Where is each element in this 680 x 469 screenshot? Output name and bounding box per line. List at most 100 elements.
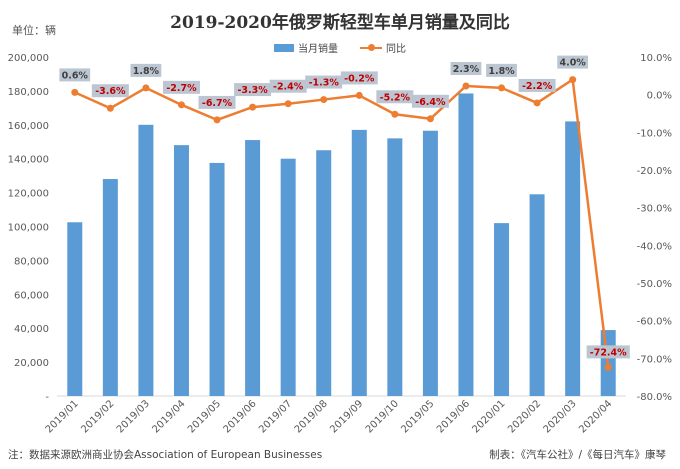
data-label: -2.4% <box>273 82 304 93</box>
yoy-point <box>569 76 577 84</box>
x-tick-label: 2019/09 <box>328 398 365 435</box>
data-label-box <box>340 71 378 85</box>
data-label-box <box>59 68 91 82</box>
unit-label: 单位：辆 <box>12 24 56 37</box>
y-right-tick-label: -30.0% <box>637 204 672 215</box>
y-left-tick-label: 160,000 <box>8 121 49 132</box>
yoy-point <box>391 110 399 118</box>
bar <box>494 223 510 396</box>
data-label-box <box>198 95 236 109</box>
yoy-point <box>177 101 185 109</box>
data-label-box <box>557 55 589 69</box>
data-label: 0.6% <box>62 70 89 81</box>
legend-label-sales: 当月销量 <box>298 44 338 55</box>
data-label: -3.6% <box>95 86 126 97</box>
y-right-tick-label: 0.0% <box>647 91 672 102</box>
data-label: -3.3% <box>237 85 268 96</box>
data-label: -1.3% <box>309 78 340 89</box>
bar <box>351 129 367 396</box>
legend-item-yoy: 同比 <box>360 40 406 55</box>
bar <box>138 124 154 397</box>
data-label: -2.7% <box>166 83 197 94</box>
bar <box>67 222 83 396</box>
y-left-tick-label: 20,000 <box>14 358 49 369</box>
x-tick-label: 2020/04 <box>577 398 614 435</box>
author-note: 制表：《汽车公社》/《每日汽车》康琴 <box>489 449 666 461</box>
data-label-box <box>162 80 200 94</box>
bar <box>245 140 261 396</box>
yoy-point <box>142 84 150 92</box>
x-tick-label: 2019/05 <box>186 398 223 435</box>
chart-title: 2019-2020年俄罗斯轻型车单月销量及同比 <box>170 13 510 33</box>
legend-label-yoy: 同比 <box>386 44 406 55</box>
data-label: -2.2% <box>522 81 553 92</box>
bar <box>422 130 438 397</box>
data-label-box <box>376 90 414 104</box>
data-label: -0.2% <box>344 73 375 84</box>
yoy-point <box>426 115 434 123</box>
data-label: -6.7% <box>202 98 233 109</box>
data-label-box <box>450 62 482 76</box>
legend-item-sales: 当月销量 <box>274 40 338 55</box>
data-label-box <box>586 345 630 359</box>
x-tick-label: 2019/02 <box>79 398 116 435</box>
yoy-point <box>462 82 470 90</box>
bar <box>458 93 474 396</box>
data-label-box <box>269 79 307 93</box>
x-tick-label: 2019/06 <box>435 398 472 435</box>
bar <box>173 145 189 396</box>
data-label: -6.4% <box>415 97 446 108</box>
y-right-tick-label: -70.0% <box>637 354 672 365</box>
y-left-tick-label: 60,000 <box>14 290 49 301</box>
legend-bar-swatch <box>274 43 294 52</box>
data-label: 1.8% <box>133 66 160 77</box>
yoy-point <box>355 91 363 99</box>
bar <box>209 162 225 396</box>
x-tick-label: 2019/07 <box>257 398 294 435</box>
data-label-box <box>91 84 129 98</box>
x-tick-label: 2019/03 <box>115 398 152 435</box>
x-tick-label: 2020/02 <box>506 398 543 435</box>
y-left-tick-label: 200,000 <box>8 53 49 64</box>
y-right-tick-label: -60.0% <box>637 317 672 328</box>
x-tick-label: 2020/01 <box>470 398 507 435</box>
yoy-point <box>498 84 506 92</box>
bar <box>316 150 332 396</box>
y-right-tick-label: -20.0% <box>637 166 672 177</box>
x-tick-label: 2019/06 <box>222 398 259 435</box>
data-label-box <box>486 63 517 77</box>
bar <box>387 138 403 397</box>
x-tick-label: 2019/04 <box>150 398 187 435</box>
x-tick-label: 2019/05 <box>399 398 436 435</box>
yoy-point <box>320 96 328 104</box>
yoy-point <box>71 88 79 96</box>
data-label-box <box>234 83 272 97</box>
y-left-tick-label: - <box>45 392 49 403</box>
bar <box>529 194 545 396</box>
data-label: 2.3% <box>453 64 480 75</box>
y-left-tick-label: 80,000 <box>14 256 49 267</box>
y-right-tick-label: -10.0% <box>637 128 672 139</box>
x-tick-label: 2019/01 <box>44 398 81 435</box>
bar <box>280 158 296 396</box>
y-right-tick-label: 10.0% <box>640 53 672 64</box>
bar <box>102 179 118 396</box>
x-tick-label: 2019/10 <box>364 398 401 435</box>
source-note: 注：数据来源欧洲商业协会Association of European Busi… <box>8 449 323 461</box>
data-label: -5.2% <box>380 92 411 103</box>
y-right-tick-label: -40.0% <box>637 241 672 252</box>
data-label-box <box>305 75 343 89</box>
yoy-point <box>284 100 292 108</box>
y-left-tick-label: 180,000 <box>8 87 49 98</box>
yoy-point <box>604 363 612 371</box>
x-tick-label: 2019/08 <box>293 398 330 435</box>
data-label-box <box>130 63 162 77</box>
data-label: 1.8% <box>488 66 515 77</box>
data-label: 4.0% <box>559 58 586 69</box>
y-left-tick-label: 100,000 <box>8 223 49 234</box>
y-left-tick-label: 140,000 <box>8 155 49 166</box>
y-right-tick-label: -50.0% <box>637 279 672 290</box>
yoy-line <box>74 78 610 368</box>
